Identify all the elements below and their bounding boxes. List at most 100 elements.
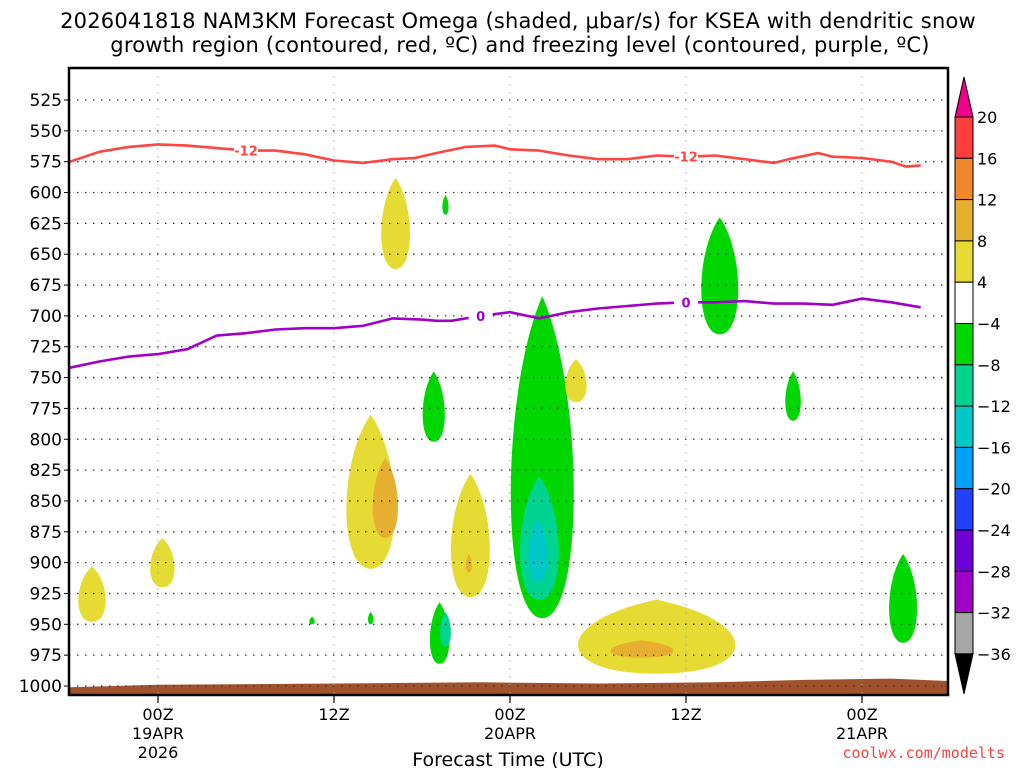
contour-label-bg [234, 142, 258, 159]
contour-label: -12 [674, 151, 698, 166]
colorbar-label: 8 [977, 232, 987, 251]
omega-region-8 [466, 553, 472, 573]
plot-frame [67, 66, 950, 697]
colorbar-label: 16 [977, 149, 997, 168]
colorbar-label: −8 [977, 356, 1001, 375]
colorbar-segment [954, 199, 974, 242]
colorbar-segment [954, 157, 974, 201]
colorbar-label: −20 [977, 480, 1011, 499]
terrain [69, 678, 948, 695]
x-tick-label: 20APR [484, 724, 536, 743]
chart-title-line-2: growth region (contoured, red, ºC) and f… [110, 33, 930, 57]
y-tick-label: 600 [30, 184, 62, 204]
y-tick-label: 950 [30, 615, 62, 635]
colorbar-label: −4 [977, 315, 1001, 334]
contour-label-bg [468, 307, 493, 324]
contour-line-0 [69, 143, 921, 168]
colorbar-over-arrow [954, 76, 974, 118]
plot-area [69, 68, 948, 695]
omega-region-10 [440, 611, 451, 647]
y-tick-label: 525 [30, 91, 62, 111]
omega-region-18 [610, 640, 674, 658]
y-tick-label: 825 [30, 461, 62, 481]
grid [69, 68, 948, 695]
x-tick-label: 00Z [494, 705, 525, 724]
y-tick-label: 800 [30, 430, 62, 450]
chart-title-line-1: 2026041818 NAM3KM Forecast Omega (shaded… [60, 9, 976, 33]
y-tick-label: 650 [30, 245, 62, 265]
y-tick-label: 925 [30, 584, 62, 604]
colorbar-label: 4 [977, 273, 987, 292]
x-tick-label: 12Z [670, 705, 701, 724]
y-axis: 525 550 575 600 625 650 675 700 725 750 775 800 825 8… [19, 91, 69, 697]
y-tick-label: 1000 [19, 677, 62, 697]
y-tick-label: 575 [30, 153, 62, 173]
x-tick-label: 19APR [132, 724, 184, 743]
y-tick-label: 750 [30, 369, 62, 389]
y-tick-label: 850 [30, 492, 62, 512]
colorbar-label: 20 [977, 108, 997, 127]
omega-region-11 [367, 611, 374, 625]
omega-region-22 [889, 553, 918, 643]
omega-shading [78, 177, 918, 674]
omega-region-6 [422, 371, 445, 442]
colorbar-under-arrow [954, 653, 974, 695]
contour-label-bg [674, 148, 698, 165]
colorbar-label: −12 [977, 397, 1011, 416]
colorbar-segment [954, 364, 974, 407]
colorbar-label: −16 [977, 438, 1011, 457]
contour-label: 0 [681, 296, 690, 311]
omega-region-3 [372, 457, 398, 538]
omega-region-4 [381, 177, 410, 270]
y-tick-label: 975 [30, 646, 62, 666]
colorbar-segment [954, 323, 974, 366]
contours: -12 -12 0 0 0 [0, 142, 921, 385]
omega-region-12 [309, 616, 315, 625]
y-tick-label: 550 [30, 122, 62, 142]
y-tick-label: 625 [30, 214, 62, 234]
colorbar-label: 12 [977, 191, 997, 210]
x-tick-label: 00Z [846, 705, 877, 724]
omega-region-19 [701, 217, 739, 335]
contour-label: 0 [476, 310, 485, 325]
colorbar-segment [954, 570, 974, 614]
omega-region-0 [78, 566, 106, 622]
colorbar-label: −24 [977, 521, 1011, 540]
omega-region-15 [528, 519, 548, 582]
omega-region-1 [150, 537, 175, 588]
x-tick-label: 21APR [836, 724, 888, 743]
terrain-fill [69, 678, 948, 695]
colorbar-label: −28 [977, 562, 1011, 581]
colorbar: 20 16 12 8 4 −4 −8 −12 −16 −20 −24 −28 −32 −36 [954, 76, 1011, 695]
y-tick-label: 675 [30, 276, 62, 296]
colorbar-segment [954, 612, 974, 655]
colorbar-segment [954, 240, 974, 283]
colorbar-segment [954, 529, 974, 572]
omega-region-5 [442, 194, 449, 215]
y-tick-label: 725 [30, 338, 62, 358]
y-tick-label: 900 [30, 554, 62, 574]
colorbar-segment [954, 281, 974, 325]
y-tick-label: 775 [30, 399, 62, 419]
contour-label-bg [674, 294, 698, 311]
colorbar-label: −36 [977, 645, 1011, 664]
contour-label-bg [0, 368, 23, 384]
colorbar-label: −32 [977, 604, 1011, 623]
contour-label: -12 [234, 145, 258, 160]
colorbar-segment [954, 116, 974, 159]
y-tick-label: 875 [30, 523, 62, 543]
x-tick-label: 2026 [138, 743, 179, 762]
colorbar-segment [954, 405, 974, 448]
contour-line-2 [69, 297, 921, 370]
colorbar-segment [954, 488, 974, 531]
x-axis-title: Forecast Time (UTC) [412, 749, 603, 768]
omega-region-7 [450, 473, 490, 598]
colorbar-segment [954, 446, 974, 490]
y-tick-label: 700 [30, 307, 62, 327]
contour-label: 0 [7, 370, 16, 385]
x-tick-label: 12Z [318, 705, 349, 724]
credit-link[interactable]: coolwx.com/modelts [842, 744, 1005, 762]
omega-region-16 [565, 359, 587, 403]
x-tick-label: 00Z [142, 705, 173, 724]
